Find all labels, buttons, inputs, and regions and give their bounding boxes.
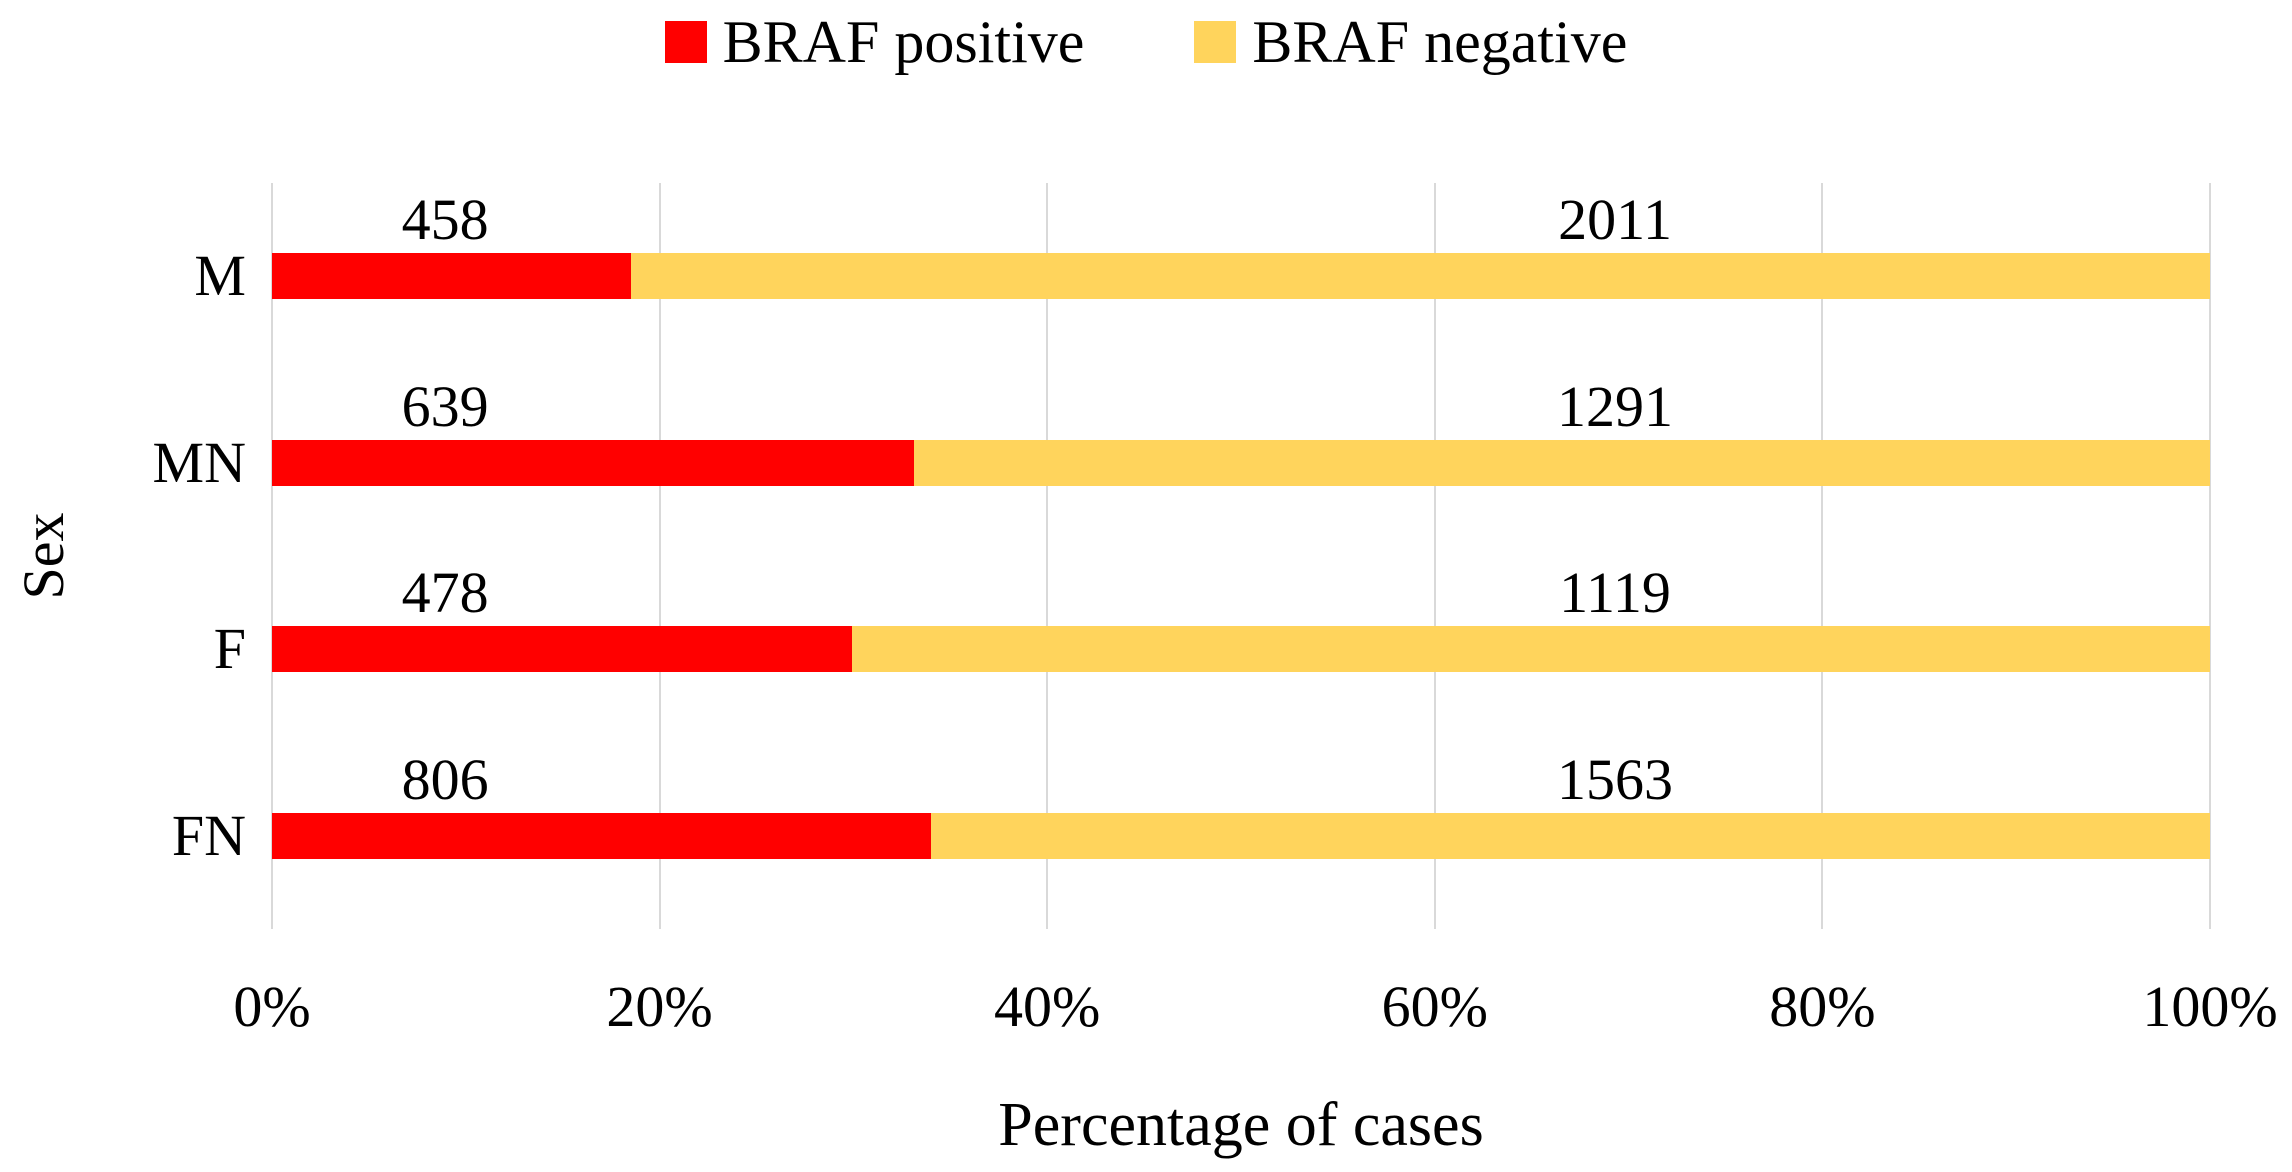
value-label-positive: 639 (401, 373, 489, 439)
gridline-80% (1821, 183, 1824, 929)
x-axis-title: Percentage of cases (998, 1091, 1484, 1159)
x-tick-label: 60% (1381, 974, 1488, 1039)
gridline-20% (658, 183, 661, 929)
legend-swatch-positive-icon (664, 21, 707, 63)
value-label-positive: 478 (401, 560, 489, 626)
segment-braf-positive (272, 253, 632, 300)
gridline-40% (1046, 183, 1049, 929)
category-label-fn: FN (171, 802, 246, 868)
segment-braf-positive (272, 812, 932, 859)
legend-item-braf-negative: BRAF negative (1194, 12, 1627, 72)
value-label-negative: 1291 (1557, 373, 1674, 439)
bar-band-fn: FN 806 1563 (172, 743, 2210, 930)
category-label-f: F (213, 616, 246, 682)
category-label-mn: MN (152, 429, 246, 495)
value-label-negative: 1119 (1559, 560, 1671, 626)
legend-item-braf-positive: BRAF positive (664, 9, 1085, 75)
value-label-negative: 2011 (1558, 187, 1672, 253)
segment-braf-positive (272, 626, 853, 673)
gridline-100% (2209, 183, 2211, 929)
segment-braf-negative (631, 253, 2210, 300)
bar-band-f: F 478 1119 (214, 556, 2210, 743)
segment-braf-negative (852, 626, 2210, 673)
plot-area: M 458 2011 MN 639 1291 F 478 1119 FN 806 1563 (153, 183, 2211, 930)
stacked-bar-fn (272, 812, 2210, 859)
x-tick-label: 100% (2142, 974, 2278, 1039)
gridline-0% (271, 183, 273, 929)
stacked-bar-mn (272, 439, 2210, 486)
legend-label-negative: BRAF negative (1252, 9, 1628, 75)
stacked-bar-f (272, 626, 2210, 673)
x-tick-label: 0% (233, 974, 311, 1039)
x-tick-label: 40% (994, 974, 1101, 1039)
value-label-negative: 1563 (1557, 746, 1674, 812)
segment-braf-negative (913, 439, 2210, 486)
bar-band-mn: MN 639 1291 (153, 370, 2210, 557)
segment-braf-negative (931, 812, 2210, 859)
segment-braf-positive (272, 439, 914, 486)
value-label-positive: 806 (401, 746, 489, 812)
stacked-bar-m (272, 253, 2210, 300)
gridline-60% (1433, 183, 1436, 929)
legend-label-positive: BRAF positive (722, 9, 1085, 75)
bar-band-m: M 458 2011 (194, 183, 2210, 370)
legend: BRAF positive BRAF negative (0, 12, 2292, 72)
category-label-m: M (194, 243, 246, 309)
y-axis-title: Sex (11, 512, 76, 600)
x-axis-ticks: 0% 20% 40% 60% 80% 100% (233, 974, 2277, 1045)
legend-swatch-negative-icon (1194, 21, 1237, 63)
x-tick-label: 20% (606, 974, 713, 1039)
value-label-positive: 458 (401, 187, 489, 253)
x-tick-label: 80% (1769, 974, 1876, 1039)
